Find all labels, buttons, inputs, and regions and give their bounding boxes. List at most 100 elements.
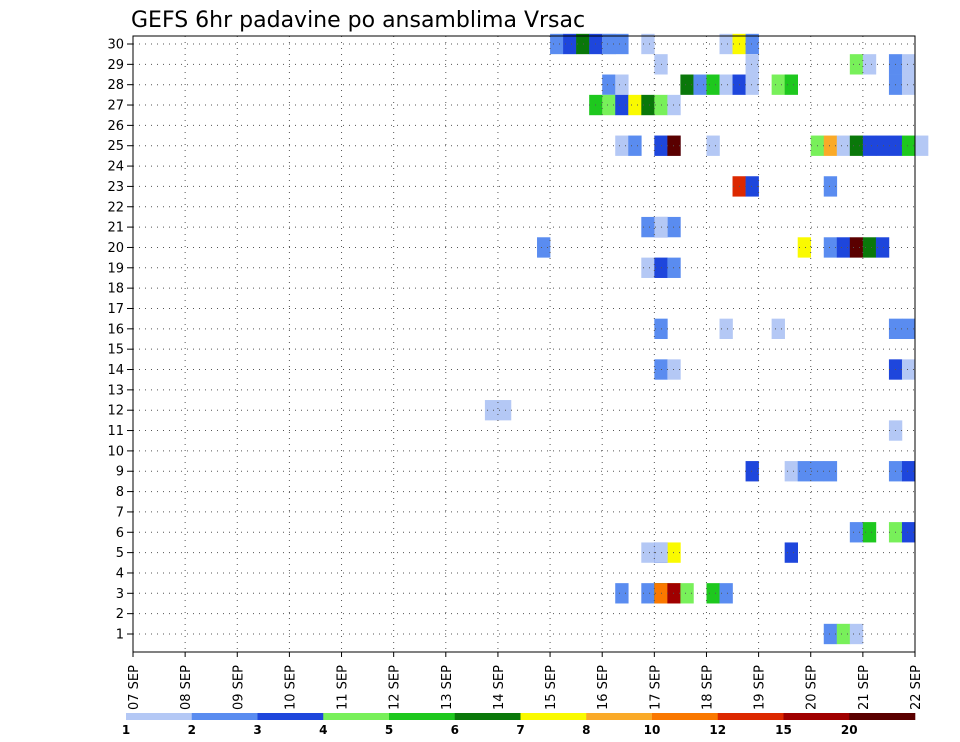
heatmap-cell <box>602 33 616 55</box>
legend-label: 4 <box>319 723 327 737</box>
heatmap-cell <box>628 135 642 156</box>
grid-lines <box>133 36 915 652</box>
heatmap-cell <box>849 623 864 645</box>
heatmap-cell <box>628 94 642 116</box>
x-axis-ticks: 07 SEP 08 SEP 09 SEP 10 SEP 11 SEP 12 SEP 13 S… <box>127 652 924 710</box>
heatmap-cell <box>719 583 733 604</box>
y-tick-label: 20 <box>107 241 124 256</box>
heatmap-cell <box>784 74 798 95</box>
y-axis-ticks: 1234567891011121314151617181920212223242… <box>107 38 133 643</box>
heatmap-cell <box>823 623 838 645</box>
legend-label: 7 <box>516 723 524 737</box>
heatmap-cell <box>602 94 616 116</box>
heatmap-cell <box>654 359 668 380</box>
heatmap-cell <box>654 257 668 278</box>
heatmap-cell <box>915 135 929 156</box>
heatmap-cell <box>484 400 499 421</box>
heatmap-cell <box>901 74 916 95</box>
y-tick-label: 15 <box>107 343 124 358</box>
legend-label: 1 <box>122 723 130 737</box>
legend-swatch <box>191 713 258 720</box>
legend-label: 15 <box>775 723 792 737</box>
y-tick-label: 10 <box>107 444 124 459</box>
legend-swatch <box>586 713 653 720</box>
x-tick-label: 17 SEP <box>648 665 663 710</box>
heatmap-cell <box>667 583 681 604</box>
heatmap-cell <box>901 461 916 482</box>
heatmap-cell <box>771 318 785 339</box>
heatmap-cell <box>901 135 916 156</box>
heatmap-cell <box>823 461 838 482</box>
heatmap-cell <box>745 461 759 482</box>
y-tick-label: 27 <box>107 99 124 114</box>
heatmap-cell <box>615 135 629 156</box>
legend-label: 6 <box>451 723 459 737</box>
heatmap-cell <box>862 522 877 543</box>
heatmap-cell <box>654 54 668 75</box>
heatmap-cell <box>823 237 838 258</box>
heatmap-cell <box>602 74 616 95</box>
heatmap-cell <box>875 237 890 258</box>
heatmap-cell <box>576 33 590 55</box>
x-tick-label: 16 SEP <box>596 665 611 710</box>
legend-label: 5 <box>385 723 393 737</box>
heatmap-cell <box>654 318 668 339</box>
heatmap-cell <box>719 318 733 339</box>
heatmap-cell <box>797 461 812 482</box>
heatmap-cell <box>667 94 681 116</box>
y-tick-label: 28 <box>107 78 124 93</box>
heatmap-cell <box>875 135 890 156</box>
y-tick-label: 1 <box>116 628 124 643</box>
x-tick-label: 18 SEP <box>700 665 715 710</box>
heatmap-cell <box>901 522 916 543</box>
heatmap-cell <box>615 94 629 116</box>
legend-label: 10 <box>644 723 661 737</box>
x-tick-label: 07 SEP <box>127 665 142 710</box>
heatmap-cell <box>745 54 759 75</box>
heatmap-cell <box>797 237 812 258</box>
heatmap-cell <box>862 135 877 156</box>
heatmap-cell <box>706 583 720 604</box>
heatmap-cell <box>667 542 681 563</box>
legend-swatch <box>849 713 916 720</box>
x-tick-label: 13 SEP <box>440 665 455 710</box>
y-tick-label: 14 <box>107 363 124 378</box>
legend-label: 12 <box>709 723 726 737</box>
y-tick-label: 25 <box>107 139 124 154</box>
heatmap-cell <box>901 359 916 380</box>
heatmap-cell <box>654 583 668 604</box>
legend-swatch <box>454 713 521 720</box>
heatmap-cell <box>497 400 512 421</box>
legend-label: 20 <box>841 723 858 737</box>
legend-swatch <box>323 713 390 720</box>
x-tick-label: 15 SEP <box>544 665 559 710</box>
heatmap-cell <box>862 237 877 258</box>
x-tick-label: 21 SEP <box>857 665 872 710</box>
legend-label: 8 <box>582 723 590 737</box>
heatmap-cell <box>745 176 759 197</box>
heatmap-cell <box>680 74 694 95</box>
y-tick-label: 24 <box>107 160 124 175</box>
y-tick-label: 30 <box>107 38 124 53</box>
legend-label: 3 <box>253 723 261 737</box>
x-tick-label: 20 SEP <box>805 665 820 710</box>
heatmap-cell <box>641 583 655 604</box>
x-tick-label: 11 SEP <box>336 665 351 710</box>
heatmap-cell <box>823 135 838 156</box>
heatmap-cell <box>901 54 916 75</box>
heatmap-cell <box>849 54 864 75</box>
heatmap-cell <box>550 33 564 55</box>
y-tick-label: 16 <box>107 322 124 337</box>
y-tick-label: 3 <box>116 587 124 602</box>
y-tick-label: 11 <box>107 424 124 439</box>
heatmap-cell <box>641 257 655 278</box>
y-tick-label: 8 <box>116 485 124 500</box>
heatmap-cells <box>484 33 929 645</box>
y-tick-label: 26 <box>107 119 124 134</box>
heatmap-cell <box>745 33 759 55</box>
y-tick-label: 23 <box>107 180 124 195</box>
heatmap-cell <box>745 74 759 95</box>
heatmap-cell <box>641 542 655 563</box>
y-tick-label: 22 <box>107 200 124 215</box>
